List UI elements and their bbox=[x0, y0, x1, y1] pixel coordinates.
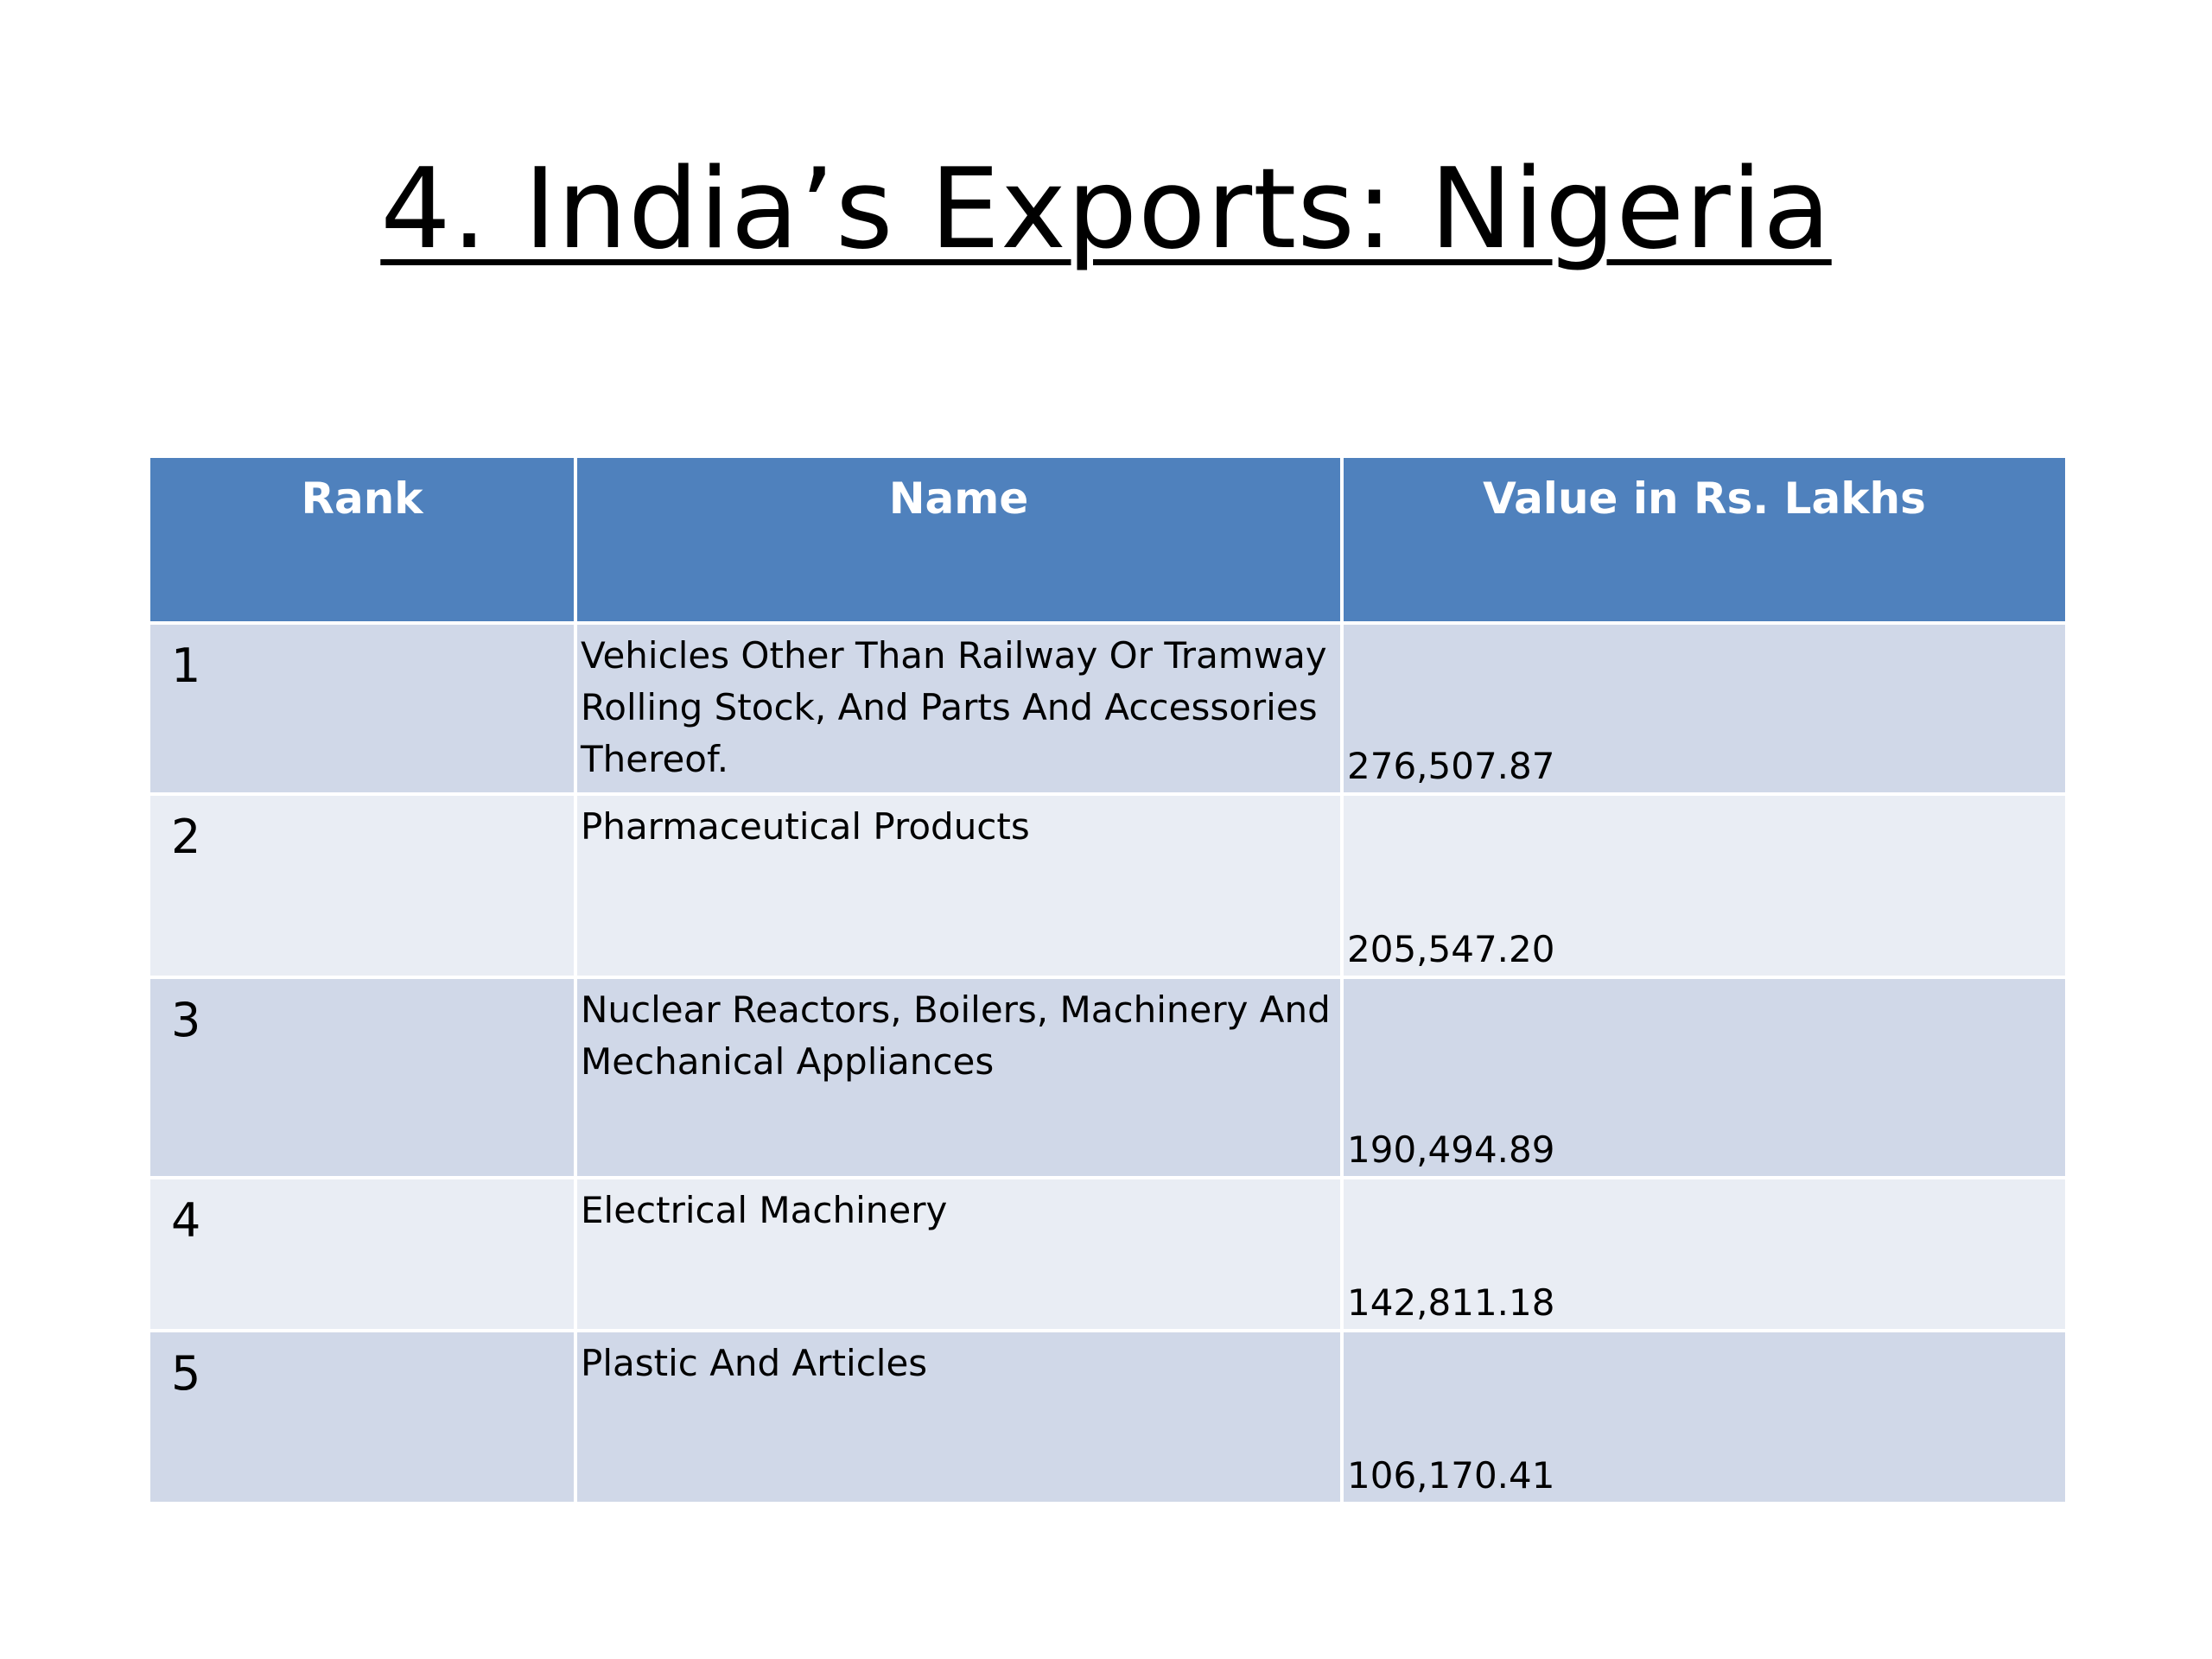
value-text: 205,547.20 bbox=[1347, 928, 1555, 970]
header-name: Name bbox=[577, 458, 1340, 621]
rank-cell: 3 bbox=[150, 979, 574, 1176]
table-row: 2 Pharmaceutical Products 205,547.20 bbox=[150, 796, 2065, 976]
value-cell: 190,494.89 bbox=[1344, 979, 2065, 1176]
name-cell: Electrical Machinery bbox=[577, 1179, 1340, 1329]
value-text: 106,170.41 bbox=[1347, 1454, 1555, 1497]
table-row: 3 Nuclear Reactors, Boilers, Machinery A… bbox=[150, 979, 2065, 1176]
value-cell: 205,547.20 bbox=[1344, 796, 2065, 976]
table-row: 1 Vehicles Other Than Railway Or Tramway… bbox=[150, 625, 2065, 792]
value-text: 190,494.89 bbox=[1347, 1128, 1555, 1171]
value-cell: 142,811.18 bbox=[1344, 1179, 2065, 1329]
name-cell: Pharmaceutical Products bbox=[577, 796, 1340, 976]
header-rank: Rank bbox=[150, 458, 574, 621]
table-body: 1 Vehicles Other Than Railway Or Tramway… bbox=[150, 625, 2065, 1502]
rank-cell: 2 bbox=[150, 796, 574, 976]
slide-title: 4. India’s Exports: Nigeria bbox=[0, 145, 2212, 275]
exports-table: Rank Name Value in Rs. Lakhs 1 Vehicles … bbox=[147, 454, 2069, 1505]
rank-cell: 1 bbox=[150, 625, 574, 792]
value-text: 276,507.87 bbox=[1347, 745, 1555, 787]
value-cell: 276,507.87 bbox=[1344, 625, 2065, 792]
header-row: Rank Name Value in Rs. Lakhs bbox=[150, 458, 2065, 621]
name-cell: Plastic And Articles bbox=[577, 1332, 1340, 1502]
name-cell: Nuclear Reactors, Boilers, Machinery And… bbox=[577, 979, 1340, 1176]
rank-cell: 4 bbox=[150, 1179, 574, 1329]
table-header: Rank Name Value in Rs. Lakhs bbox=[150, 458, 2065, 621]
value-text: 142,811.18 bbox=[1347, 1281, 1555, 1324]
rank-cell: 5 bbox=[150, 1332, 574, 1502]
value-cell: 106,170.41 bbox=[1344, 1332, 2065, 1502]
header-value: Value in Rs. Lakhs bbox=[1344, 458, 2065, 621]
slide-title-text: 4. India’s Exports: Nigeria bbox=[380, 145, 1832, 274]
name-cell: Vehicles Other Than Railway Or Tramway R… bbox=[577, 625, 1340, 792]
table-row: 5 Plastic And Articles 106,170.41 bbox=[150, 1332, 2065, 1502]
table-row: 4 Electrical Machinery 142,811.18 bbox=[150, 1179, 2065, 1329]
